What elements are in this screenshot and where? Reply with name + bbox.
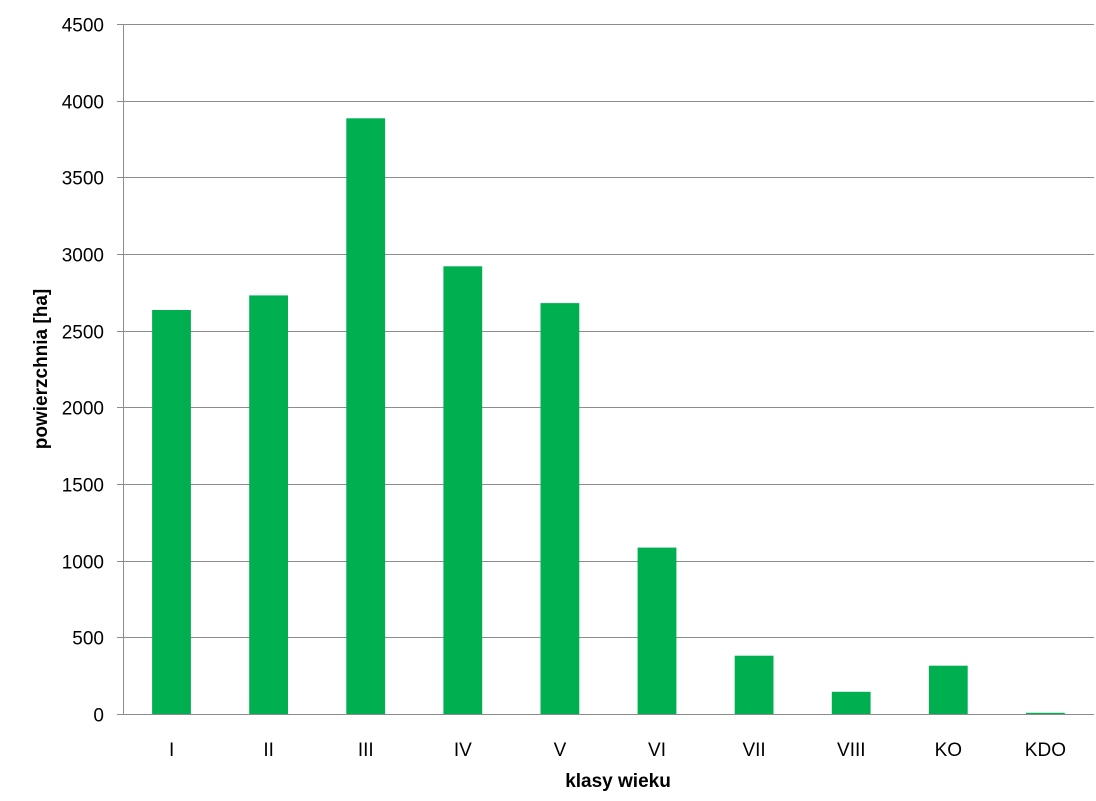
x-axis-title: klasy wieku bbox=[565, 771, 671, 792]
x-tick-label: I bbox=[169, 740, 174, 761]
axes bbox=[117, 24, 1094, 715]
bars bbox=[152, 118, 1065, 715]
y-tick-label: 3500 bbox=[62, 169, 104, 190]
y-tick-label: 2500 bbox=[62, 323, 104, 344]
y-tick-label: 3000 bbox=[62, 246, 104, 267]
y-tick-label: 4000 bbox=[62, 93, 104, 114]
y-tick-label: 0 bbox=[93, 706, 104, 727]
x-tick-label: V bbox=[554, 740, 567, 761]
y-tick-label: 4500 bbox=[62, 16, 104, 37]
x-tick-label: IV bbox=[454, 740, 472, 761]
bar-vi bbox=[637, 547, 677, 714]
y-tick-label: 1000 bbox=[62, 553, 104, 574]
x-tick-label: KO bbox=[935, 740, 962, 761]
y-tick-label: 1500 bbox=[62, 476, 104, 497]
y-tick-labels: 0 500 1000 1500 2000 2500 3000 3500 4000 4500 bbox=[62, 16, 104, 727]
bar-iii bbox=[346, 118, 386, 715]
bar-viii bbox=[831, 691, 871, 714]
y-tick-label: 2000 bbox=[62, 399, 104, 420]
y-tick-label: 500 bbox=[72, 629, 104, 650]
x-tick-label: VII bbox=[742, 740, 765, 761]
x-tick-label: VIII bbox=[837, 740, 866, 761]
bar-vii bbox=[734, 655, 774, 714]
bar-iv bbox=[443, 266, 483, 714]
bar-i bbox=[152, 310, 191, 714]
x-tick-label: II bbox=[263, 740, 274, 761]
bar-ii bbox=[249, 295, 288, 714]
y-axis-title: powierzchnia [ha] bbox=[31, 289, 52, 449]
bar-kdo bbox=[1026, 712, 1065, 714]
x-tick-label: KDO bbox=[1025, 740, 1066, 761]
bar-ko bbox=[928, 665, 968, 714]
bar-v bbox=[540, 303, 580, 714]
x-tick-label: VI bbox=[648, 740, 666, 761]
x-tick-label: III bbox=[358, 740, 374, 761]
x-tick-labels: I II III IV V VI VII VIII KO KDO bbox=[169, 740, 1066, 761]
